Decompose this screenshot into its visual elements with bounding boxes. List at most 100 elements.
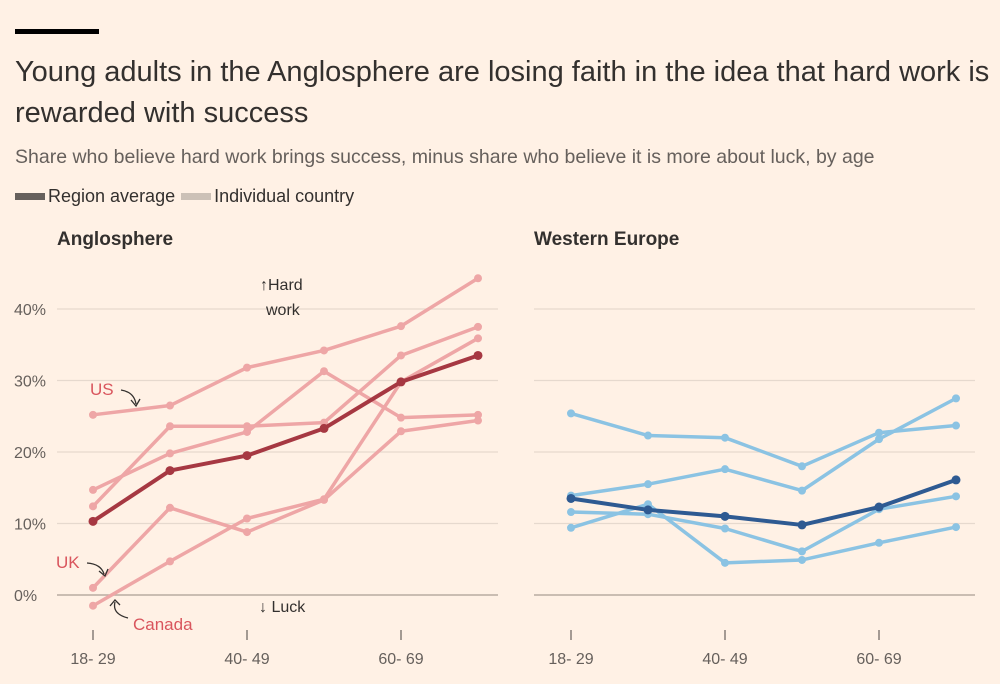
series-line-anglosphere-region-average	[91, 353, 480, 524]
data-point-anglosphere-uk-5	[474, 416, 482, 425]
x-tick-label-anglosphere-1: 40- 49	[224, 651, 269, 668]
label-layer: Anglosphere 40% 30% 20% 10% 0% 18- 29 40- 49 60-…	[14, 229, 902, 668]
data-point-western-europe-region-average-0	[566, 493, 576, 503]
data-point-western-europe-country-b-3	[798, 486, 806, 495]
data-point-anglosphere-us-5	[474, 274, 482, 283]
panel-title-anglosphere: Anglosphere	[57, 229, 173, 250]
annotation-hard-work-line1: ↑Hard	[260, 277, 303, 294]
data-point-western-europe-country-d-3	[798, 555, 806, 564]
data-point-western-europe-country-d-4	[875, 538, 883, 547]
data-point-anglosphere-us-2	[243, 363, 251, 372]
data-point-anglosphere-canada-0	[89, 601, 97, 610]
data-point-western-europe-country-a-0	[567, 409, 575, 418]
data-point-western-europe-country-d-0	[567, 523, 575, 532]
data-point-western-europe-country-c-2	[721, 524, 729, 533]
data-point-western-europe-country-d-2	[721, 558, 729, 567]
data-point-anglosphere-us-1	[166, 401, 174, 410]
data-point-anglosphere-region-average-0	[88, 516, 98, 526]
data-point-anglosphere-country-b-5	[474, 322, 482, 331]
series-layer	[88, 274, 961, 610]
series-line-anglosphere-country-c	[91, 369, 480, 492]
y-tick-label-0: 0%	[14, 588, 37, 605]
chart-title: Young adults in the Anglosphere are losi…	[15, 56, 990, 129]
data-point-anglosphere-uk-4	[397, 427, 405, 436]
panel-title-western-europe: Western Europe	[534, 229, 679, 250]
data-point-western-europe-country-a-3	[798, 462, 806, 471]
data-point-western-europe-region-average-1	[643, 505, 653, 515]
series-line-anglosphere-us	[91, 276, 480, 417]
data-point-anglosphere-canada-2	[243, 514, 251, 523]
data-point-anglosphere-country-b-4	[397, 351, 405, 360]
arrow-us	[120, 389, 137, 405]
legend-label-country: Individual country	[214, 186, 355, 206]
data-point-western-europe-country-c-0	[567, 508, 575, 517]
data-point-anglosphere-country-c-4	[397, 413, 405, 422]
y-tick-label-10: 10%	[14, 517, 46, 534]
data-point-anglosphere-region-average-4	[396, 377, 406, 387]
data-point-western-europe-country-a-4	[875, 428, 883, 437]
data-point-anglosphere-uk-0	[89, 583, 97, 592]
label-us: US	[90, 380, 114, 399]
data-point-anglosphere-region-average-2	[242, 451, 252, 461]
x-tick-label-western-europe-2: 60- 69	[856, 651, 901, 668]
x-tick-label-anglosphere-0: 18- 29	[70, 651, 115, 668]
x-tick-label-anglosphere-2: 60- 69	[378, 651, 423, 668]
annotation-luck: ↓ Luck	[259, 599, 306, 616]
series-line-western-europe-country-b	[569, 396, 958, 498]
data-point-anglosphere-country-c-2	[243, 427, 251, 436]
x-tick-label-western-europe-1: 40- 49	[702, 651, 747, 668]
data-point-western-europe-region-average-3	[797, 520, 807, 530]
arrowhead-canada	[109, 599, 121, 607]
data-point-anglosphere-country-c-5	[474, 410, 482, 419]
data-point-anglosphere-us-4	[397, 322, 405, 331]
y-tick-label-40: 40%	[14, 302, 46, 319]
series-line-western-europe-country-c	[569, 494, 958, 554]
data-point-anglosphere-country-c-3	[320, 367, 328, 376]
data-point-western-europe-country-a-2	[721, 433, 729, 442]
y-tick-label-20: 20%	[14, 445, 46, 462]
legend-swatch-average	[15, 193, 45, 200]
data-point-western-europe-country-b-5	[952, 394, 960, 403]
data-point-anglosphere-region-average-3	[319, 423, 329, 433]
data-point-anglosphere-uk-1	[166, 503, 174, 512]
label-canada: Canada	[133, 615, 193, 634]
data-point-western-europe-region-average-5	[951, 475, 961, 485]
chart-subtitle: Share who believe hard work brings succe…	[15, 146, 875, 168]
top-accent-bar	[15, 29, 99, 34]
data-point-western-europe-country-b-1	[644, 480, 652, 489]
annotation-hard-work-line2: work	[265, 302, 301, 319]
legend-item-individual-country: Individual country	[181, 186, 354, 207]
legend-label-average: Region average	[48, 186, 176, 206]
data-point-anglosphere-region-average-5	[473, 350, 483, 360]
arrowhead-uk	[98, 568, 109, 578]
series-line-anglosphere-canada	[91, 336, 480, 608]
grid-layer	[57, 308, 975, 640]
data-point-anglosphere-country-c-0	[89, 485, 97, 494]
data-point-western-europe-country-a-5	[952, 421, 960, 430]
x-tick-label-western-europe-0: 18- 29	[548, 651, 593, 668]
data-point-western-europe-region-average-2	[720, 511, 730, 521]
data-point-anglosphere-uk-2	[243, 528, 251, 537]
data-point-anglosphere-us-3	[320, 346, 328, 355]
label-uk: UK	[56, 553, 80, 572]
series-line-western-europe-country-a	[569, 411, 958, 469]
data-point-western-europe-country-a-1	[644, 431, 652, 440]
data-point-western-europe-country-b-2	[721, 465, 729, 474]
data-point-western-europe-country-b-4	[875, 435, 883, 444]
legend: Region average Individual country	[15, 186, 360, 207]
series-line-anglosphere-country-b	[91, 325, 480, 509]
data-point-anglosphere-country-b-1	[166, 422, 174, 431]
data-point-western-europe-country-c-5	[952, 492, 960, 501]
data-point-anglosphere-us-0	[89, 410, 97, 419]
legend-swatch-country	[181, 193, 212, 200]
data-point-anglosphere-canada-3	[320, 495, 328, 504]
data-point-western-europe-country-c-3	[798, 547, 806, 556]
arrow-canada	[113, 601, 129, 619]
data-point-anglosphere-country-b-0	[89, 502, 97, 511]
data-point-anglosphere-region-average-1	[165, 466, 175, 476]
data-point-western-europe-region-average-4	[874, 502, 884, 512]
series-line-western-europe-region-average	[569, 477, 958, 527]
data-point-anglosphere-canada-1	[166, 557, 174, 566]
data-point-anglosphere-canada-5	[474, 334, 482, 343]
